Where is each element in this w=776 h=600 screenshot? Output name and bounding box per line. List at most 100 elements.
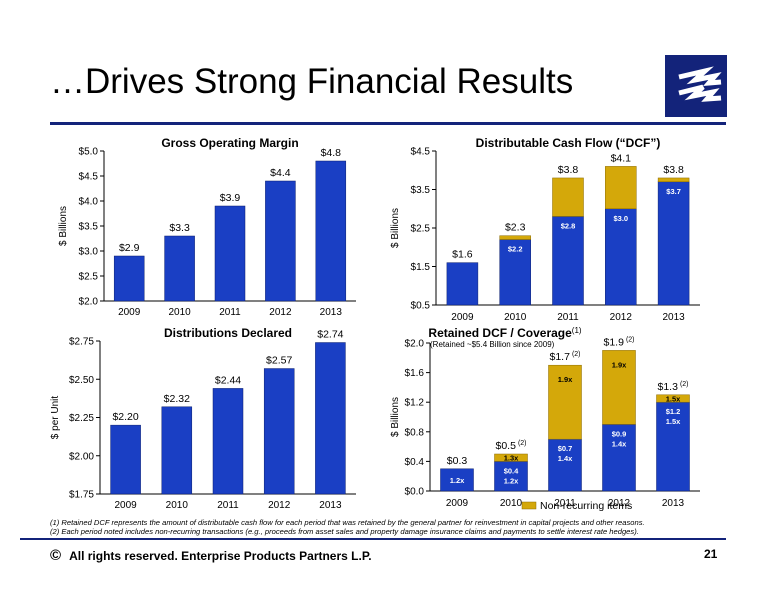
gom-y-tick-label: $5.0	[79, 147, 99, 158]
ret-x-tick-label-2012: 2012	[608, 498, 631, 509]
dcf-total-label-2009: $1.6	[452, 249, 473, 261]
ret-title-sup: (1)	[572, 326, 582, 335]
dist-y-axis-label: $ per Unit	[50, 396, 61, 440]
gom-data-label-2009: $2.9	[119, 242, 140, 254]
ret-legend-label: Non-recurring items	[540, 500, 632, 512]
dcf-bar-2013-series-0	[657, 181, 690, 306]
gom-bar-2009	[113, 255, 145, 302]
ret-segment-label-2011-1: 1.9x	[558, 375, 573, 384]
gom-data-label-2013: $4.8	[321, 147, 342, 159]
dcf-title-text: Distributable Cash Flow (“DCF”)	[476, 136, 661, 150]
dist-y-tick-label: $2.25	[69, 413, 94, 424]
dist-bar-2009	[110, 424, 141, 495]
ret-bar-2011-series-1	[548, 364, 582, 440]
ret-bar-2009-series-0	[440, 468, 474, 492]
gom-bar-2013	[315, 160, 347, 302]
dist-title: Distributions Declared	[164, 326, 292, 340]
dcf-bar-2009-series-0	[446, 262, 479, 306]
ret-segment-label-2009-0: 1.2x	[450, 476, 465, 485]
footer: © All rights reserved. Enterprise Product…	[50, 547, 372, 564]
dist-data-label-2010: $2.32	[164, 393, 190, 405]
gom-x-tick-label-2009: 2009	[118, 307, 141, 318]
chart-distributions-declared: $1.75 $2.00 $2.25 $2.50 $2.75 Distributions D…	[50, 326, 356, 511]
gom-bar-2011	[214, 205, 246, 302]
dcf-y-tick-label: $3.5	[411, 185, 431, 196]
dcf-bar-2010-series-0	[499, 239, 531, 306]
ret-y-tick-label: $2.0	[405, 339, 425, 350]
gom-bar-2010	[164, 235, 195, 302]
ret-total-label-2013: $1.3 (2)	[658, 381, 689, 393]
chart-gross-operating-margin: $2.0 $2.5 $3.0 $3.5 $4.0 $4.5 $5.0 Gross Operat…	[58, 136, 356, 318]
dist-x-tick-label-2013: 2013	[319, 500, 342, 511]
ret-total-label-2009: $0.3	[447, 455, 468, 467]
dcf-segment-label-2012-0: $3.0	[613, 214, 628, 223]
dist-x-tick-label-2012: 2012	[268, 500, 291, 511]
dcf-total-label-2012: $4.1	[611, 152, 632, 164]
ret-x-tick-label-2010: 2010	[500, 498, 523, 509]
chart-distributable-cash-flow: $0.5 $1.5 $2.5 $3.5 $4.5 Distributable Cash F…	[390, 136, 700, 323]
dist-bar-2013	[315, 342, 346, 495]
gom-title: Gross Operating Margin	[161, 136, 298, 150]
ret-segment-label-2011-0: $0.7	[558, 444, 573, 453]
gom-y-tick-label: $4.0	[79, 197, 99, 208]
gom-title-text: Gross Operating Margin	[161, 136, 298, 150]
ret-y-tick-label: $0.0	[405, 487, 425, 498]
dist-y-tick-label: $1.75	[69, 490, 94, 501]
footer-text: All rights reserved. Enterprise Products…	[69, 549, 372, 563]
dist-y-tick-label: $2.75	[69, 337, 94, 348]
ret-y-tick-label: $1.6	[405, 368, 425, 379]
dcf-bar-2013-series-1	[657, 177, 690, 183]
dist-x-tick-label-2010: 2010	[166, 500, 189, 511]
dist-y-tick-label: $2.00	[69, 451, 94, 462]
ret-bar-2013-series-1	[656, 394, 690, 403]
ret-y-tick-label: $0.4	[405, 457, 425, 468]
gom-x-tick-label-2012: 2012	[269, 307, 292, 318]
dcf-y-tick-label: $0.5	[411, 301, 431, 312]
ret-y-axis-label: $ Billions	[390, 397, 401, 437]
gom-data-label-2012: $4.4	[270, 167, 291, 179]
ret-bar-2012-series-0	[602, 424, 636, 492]
ret-bar-2012-series-1	[602, 350, 636, 425]
dist-data-label-2013: $2.74	[317, 329, 343, 341]
footnote-1: (1) Retained DCF represents the amount o…	[50, 518, 645, 527]
gom-y-axis-label: $ Billions	[58, 206, 69, 246]
dist-data-label-2011: $2.44	[215, 374, 241, 386]
ret-bar-2010-series-0	[494, 461, 528, 492]
ret-y-tick-label: $1.2	[405, 398, 425, 409]
ret-total-label-2012: $1.9 (2)	[604, 336, 635, 348]
ret-segment-label-2010-0: 1.2x	[504, 476, 519, 485]
gom-y-tick-label: $4.5	[79, 172, 99, 183]
dcf-bar-2011-series-0	[552, 216, 584, 306]
dcf-total-label-2010: $2.3	[505, 222, 526, 234]
ret-x-tick-label-2011: 2011	[554, 498, 576, 509]
ret-segment-label-2010-1: 1.3x	[504, 454, 519, 463]
ret-title: Retained DCF / Coverage(1)	[428, 326, 581, 340]
dcf-bar-2011-series-1	[552, 177, 584, 217]
dcf-segment-label-2011-0: $2.8	[561, 221, 576, 230]
dcf-bar-2010-series-1	[499, 235, 531, 240]
dcf-y-tick-label: $2.5	[411, 224, 431, 235]
dcf-x-tick-label-2013: 2013	[662, 312, 685, 323]
dcf-x-tick-label-2009: 2009	[451, 312, 474, 323]
ret-bar-2013-series-0	[656, 401, 690, 492]
gom-x-tick-label-2010: 2010	[168, 307, 191, 318]
ret-segment-label-2010-0: $0.4	[504, 466, 519, 475]
footnote-2: (2) Each period noted includes non-recur…	[50, 527, 639, 536]
dist-bar-2012	[263, 368, 295, 495]
ret-bar-2011-series-0	[548, 438, 582, 492]
dcf-bar-2012-series-1	[605, 166, 637, 209]
dcf-bar-2012-series-0	[605, 208, 637, 306]
ret-y-tick-label: $0.8	[405, 427, 425, 438]
gom-y-tick-label: $3.5	[79, 222, 99, 233]
ret-total-label-2010: $0.5 (2)	[496, 440, 527, 452]
dcf-y-tick-label: $1.5	[411, 262, 431, 273]
ret-segment-label-2011-0: 1.4x	[558, 454, 573, 463]
ret-segment-label-2012-0: $0.9	[612, 429, 627, 438]
gom-data-label-2010: $3.3	[169, 222, 190, 234]
ret-segment-label-2013-1: 1.5x	[666, 395, 681, 404]
dist-y-tick-label: $2.50	[69, 375, 94, 386]
slide-title: …Drives Strong Financial Results	[50, 62, 574, 101]
ret-bar-2010-series-1	[494, 453, 528, 462]
